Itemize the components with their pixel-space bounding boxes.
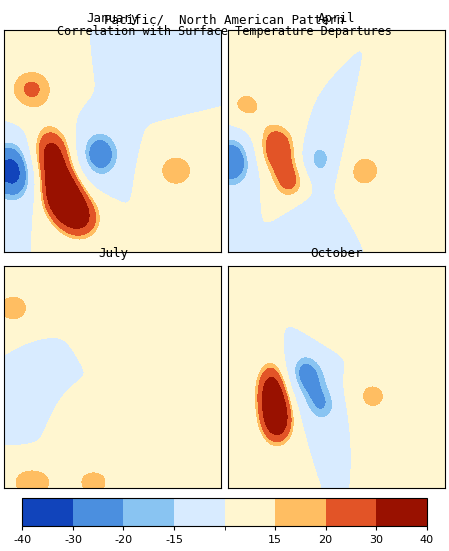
Title: July: July bbox=[98, 247, 128, 260]
Title: April: April bbox=[317, 12, 355, 25]
Text: Correlation with Surface Temperature Departures: Correlation with Surface Temperature Dep… bbox=[57, 25, 392, 38]
Title: October: October bbox=[310, 247, 362, 260]
Text: Pacific/  North American Pattern: Pacific/ North American Pattern bbox=[105, 14, 344, 27]
Title: January: January bbox=[87, 12, 139, 25]
